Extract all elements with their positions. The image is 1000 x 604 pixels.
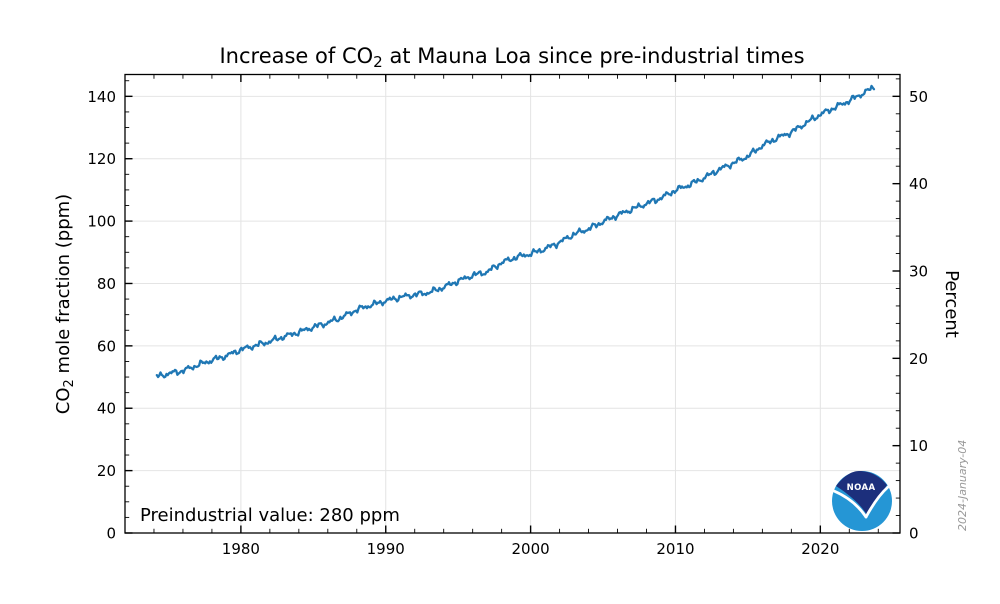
tick-label: 2000 xyxy=(512,540,550,558)
date-stamp: 2024-January-04 xyxy=(956,440,969,531)
tick-label: 0 xyxy=(909,525,919,543)
plot-frame xyxy=(124,73,901,534)
preindustrial-annotation: Preindustrial value: 280 ppm xyxy=(140,505,400,526)
noaa-logo-shield xyxy=(836,471,887,515)
tick-label: 2010 xyxy=(656,540,694,558)
seagull-left-wing-icon xyxy=(832,489,868,519)
axis-tick-labels: 1980 1990 2000 2010 2020 0 20 40 60 80 100 120 140 0 1… xyxy=(87,88,928,558)
noaa-logo-text: NOAA xyxy=(847,483,876,493)
tick-label: 1990 xyxy=(367,540,405,558)
tick-label: 30 xyxy=(909,263,928,281)
tick-label: 40 xyxy=(909,175,928,193)
tick-label: 2020 xyxy=(801,540,839,558)
y-axis-label-left: CO2 mole fraction (ppm) xyxy=(53,194,77,414)
seagull-right-wing-icon xyxy=(864,485,890,519)
tick-label: 100 xyxy=(87,213,116,231)
co2-line-series xyxy=(155,84,876,379)
tick-label: 0 xyxy=(106,525,116,543)
tick-label: 80 xyxy=(97,275,116,293)
tick-label: 20 xyxy=(97,462,116,480)
tick-label: 60 xyxy=(97,337,116,355)
y-axis-label-right: Percent xyxy=(941,270,962,338)
noaa-logo: NOAA xyxy=(832,471,892,531)
axis-ticks xyxy=(124,74,900,534)
tick-label: 50 xyxy=(909,88,928,106)
tick-label: 40 xyxy=(97,400,116,418)
chart-title: Increase of CO2 at Mauna Loa since pre-i… xyxy=(219,44,804,71)
tick-label: 1980 xyxy=(222,540,260,558)
gridlines xyxy=(125,74,900,534)
tick-label: 20 xyxy=(909,350,928,368)
tick-label: 140 xyxy=(87,88,116,106)
tick-label: 120 xyxy=(87,150,116,168)
tick-label: 10 xyxy=(909,437,928,455)
